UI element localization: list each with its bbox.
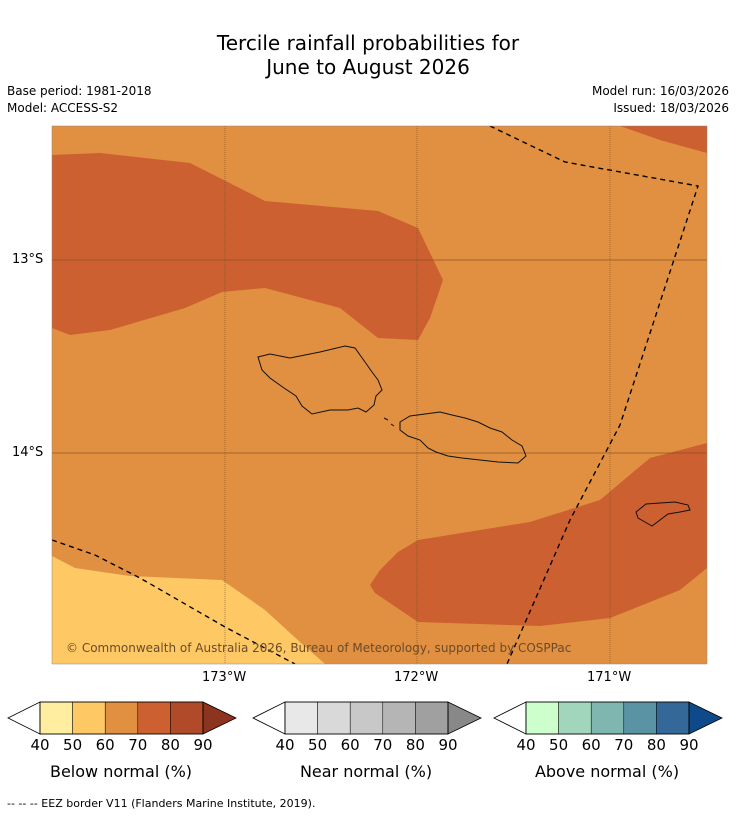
lon-label-171w: 171°W xyxy=(587,670,632,685)
colorbar-tick-label: 70 xyxy=(614,736,634,754)
eez-border-east xyxy=(489,126,699,664)
map-area xyxy=(52,126,707,664)
model-name: Model: ACCESS-S2 xyxy=(7,101,119,115)
colorbar-segment xyxy=(317,701,351,735)
colorbar-label-near: Near normal (%) xyxy=(299,762,433,781)
map-frame xyxy=(51,125,708,665)
colorbar-tick-label: 50 xyxy=(63,736,83,754)
colorbar-segment xyxy=(415,701,449,735)
colorbar-segment xyxy=(349,701,384,735)
colorbar-tick-label: 60 xyxy=(581,736,601,754)
manono-island xyxy=(383,417,389,421)
colorbar-outline xyxy=(284,701,449,735)
colorbar-segment xyxy=(72,701,106,735)
colorbar-extend-low xyxy=(252,701,286,735)
colorbar-label-above: Above normal (%) xyxy=(534,762,680,781)
colorbar-segment xyxy=(623,701,657,735)
colorbar-tick-label: 80 xyxy=(160,736,180,754)
base-period: Base period: 1981-2018 xyxy=(7,84,152,98)
region-below-70-south xyxy=(370,443,707,626)
colorbar-tick-label: 40 xyxy=(275,736,295,754)
colorbar-tick-label: 90 xyxy=(438,736,458,754)
colorbar-tick-label: 70 xyxy=(373,736,393,754)
colorbar-extend-low xyxy=(493,701,527,735)
tutuila-island xyxy=(635,501,691,527)
colorbar-segment xyxy=(382,701,416,735)
colorbar-tick-label: 80 xyxy=(646,736,666,754)
colorbar-extend-low xyxy=(7,701,41,735)
colorbar-tick-label: 60 xyxy=(340,736,360,754)
colorbar-segment xyxy=(558,701,592,735)
model-run: Model run: 16/03/2026 xyxy=(591,84,729,98)
colorbar-segment xyxy=(525,701,559,735)
colorbar-tick-label: 50 xyxy=(549,736,569,754)
colorbar-tick-label: 50 xyxy=(308,736,328,754)
colorbar-outline xyxy=(525,701,690,735)
colorbar-segment xyxy=(170,701,204,735)
colorbar-tick-label: 40 xyxy=(516,736,536,754)
colorbar-label-below: Below normal (%) xyxy=(49,762,193,781)
colorbar-segment xyxy=(137,701,171,735)
lon-label-173w: 173°W xyxy=(202,670,247,685)
region-below-70-north xyxy=(52,153,443,340)
issued-date: Issued: 18/03/2026 xyxy=(613,101,729,115)
map-title-line2: June to August 2026 xyxy=(266,55,470,79)
colorbar-extend-high xyxy=(688,701,723,735)
colorbars xyxy=(7,701,723,735)
colorbar-tick-label: 70 xyxy=(128,736,148,754)
colorbar-segment xyxy=(656,701,690,735)
eez-border xyxy=(52,126,699,664)
lat-label-13s: 13°S xyxy=(12,252,44,267)
colorbar-tick-label: 90 xyxy=(679,736,699,754)
apolima-island xyxy=(390,423,395,427)
region-below-50 xyxy=(52,556,325,664)
map-title-line1: Tercile rainfall probabilities for xyxy=(216,31,520,55)
colorbar-segment xyxy=(39,701,73,735)
colorbar-tick-label: 40 xyxy=(30,736,50,754)
region-below-70-corner xyxy=(620,126,707,153)
eez-border-southwest xyxy=(52,539,296,664)
lon-label-172w: 172°W xyxy=(394,670,439,685)
colorbar-extend-high xyxy=(447,701,482,735)
coastlines xyxy=(257,345,691,527)
colorbar-outline xyxy=(39,701,204,735)
colorbar-tick-label: 80 xyxy=(405,736,425,754)
colorbar-below-normal xyxy=(7,701,237,735)
copyright-notice: © Commonwealth of Australia 2026, Bureau… xyxy=(66,641,572,655)
colorbar-near-normal xyxy=(252,701,482,735)
upolu-island xyxy=(399,411,527,464)
eez-legend-note: -- -- -- EEZ border V11 (Flanders Marine… xyxy=(7,797,316,810)
colorbar-segment xyxy=(284,701,318,735)
colorbar-segment xyxy=(104,701,139,735)
savaii-island xyxy=(257,345,383,415)
gridlines xyxy=(52,126,707,664)
colorbar-extend-high xyxy=(202,701,237,735)
lat-label-14s: 14°S xyxy=(12,445,44,460)
colorbar-segment xyxy=(590,701,625,735)
colorbar-above-normal xyxy=(493,701,723,735)
colorbar-tick-label: 90 xyxy=(193,736,213,754)
colorbar-tick-label: 60 xyxy=(95,736,115,754)
